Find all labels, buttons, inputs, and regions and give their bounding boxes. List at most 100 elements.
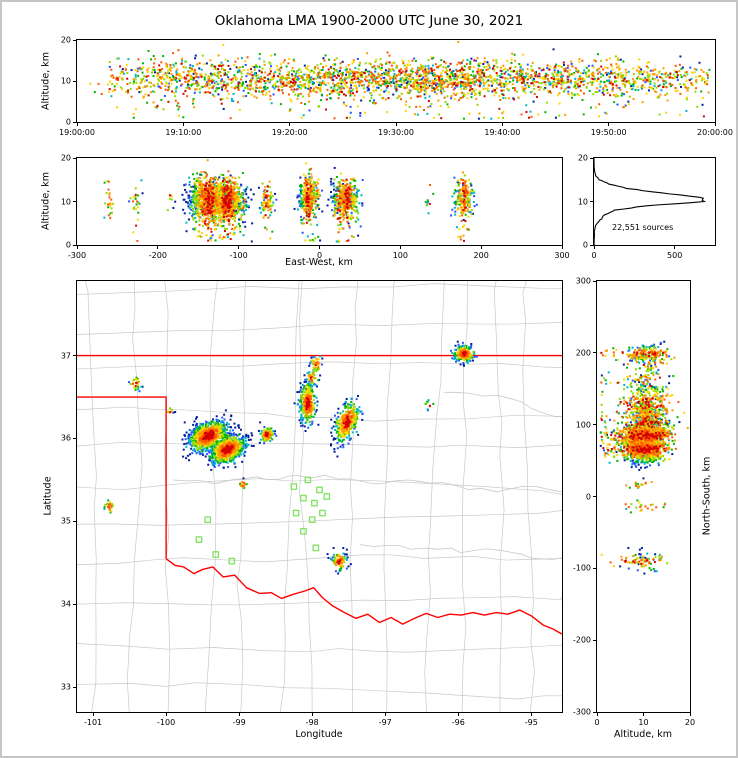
x-tick-label: 19:40:00 <box>484 128 521 137</box>
tick-mark <box>92 713 94 716</box>
panel-alt-histogram <box>593 157 716 246</box>
x-tick-label: 0 <box>316 251 323 260</box>
tick-mark <box>182 123 184 126</box>
x-tick-label: 500 <box>667 251 683 260</box>
tick-mark <box>593 424 596 426</box>
tick-mark <box>561 246 563 249</box>
panel-ew-height <box>76 157 563 246</box>
y-tick-label: 0 <box>65 240 71 250</box>
tick-mark <box>165 713 167 716</box>
panel-ns-height <box>596 280 691 713</box>
x-tick-label: 19:30:00 <box>378 128 414 137</box>
tick-mark <box>593 496 596 497</box>
tick-mark <box>593 711 596 713</box>
ew-panel-xlabel: East-West, km <box>285 257 353 268</box>
ns-panel-ylabel: North-South, km <box>701 456 713 536</box>
ns-height-canvas <box>597 281 690 712</box>
tick-mark <box>480 246 482 249</box>
tick-mark <box>501 123 503 126</box>
time-height-canvas <box>77 40 715 122</box>
tick-mark <box>319 246 320 249</box>
tick-mark <box>596 713 598 716</box>
tick-mark <box>73 80 76 82</box>
x-tick-label: -300 <box>67 251 87 260</box>
tick-mark <box>73 39 76 41</box>
map-canvas <box>77 281 562 712</box>
y-tick-label: 300 <box>575 276 591 286</box>
tick-mark <box>76 246 78 249</box>
tick-mark <box>689 713 691 716</box>
y-tick-label: 10 <box>60 197 71 206</box>
y-tick-label: 37 <box>60 351 71 361</box>
source-count-annotation: 22,551 sources <box>612 223 674 232</box>
y-tick-label: 0 <box>65 117 71 127</box>
tick-mark <box>590 157 593 159</box>
x-tick-label: -200 <box>148 251 167 260</box>
x-tick-label: 20 <box>684 718 696 727</box>
ew-height-canvas <box>77 158 562 245</box>
y-tick-label: -300 <box>572 707 591 717</box>
x-tick-label: 19:50:00 <box>590 128 627 137</box>
tick-mark <box>593 246 595 249</box>
tick-mark <box>593 567 596 569</box>
map-xlabel: Longitude <box>295 729 343 740</box>
x-tick-label: 20:00:00 <box>697 128 733 137</box>
tick-mark <box>73 520 76 522</box>
ns-panel-xlabel: Altitude, km <box>614 729 672 740</box>
tick-mark <box>643 713 644 716</box>
y-tick-label: 34 <box>60 599 71 609</box>
time-panel-ylabel: Altitude, km <box>40 52 52 110</box>
tick-mark <box>395 123 397 126</box>
tick-mark <box>238 246 240 249</box>
tick-mark <box>73 121 76 123</box>
y-tick-label: 20 <box>60 153 71 163</box>
tick-mark <box>238 713 240 716</box>
y-tick-label: 10 <box>577 197 588 206</box>
tick-mark <box>384 713 386 716</box>
x-tick-label: -95 <box>524 718 538 727</box>
x-tick-label: -101 <box>83 718 103 727</box>
tick-mark <box>73 244 76 246</box>
tick-mark <box>399 246 401 249</box>
y-tick-label: 100 <box>575 420 591 430</box>
tick-mark <box>73 157 76 159</box>
y-tick-label: 10 <box>60 76 71 86</box>
y-tick-label: 0 <box>585 492 591 501</box>
y-tick-label: 0 <box>582 240 588 250</box>
y-tick-label: 20 <box>60 35 71 45</box>
x-tick-label: 10 <box>638 718 649 727</box>
y-tick-label: 33 <box>60 682 71 692</box>
x-tick-label: -100 <box>157 718 176 727</box>
x-tick-label: 300 <box>554 251 570 260</box>
alt-histogram-canvas <box>594 158 715 245</box>
x-tick-label: -97 <box>378 718 392 727</box>
x-tick-label: -99 <box>232 718 246 727</box>
tick-mark <box>530 713 532 716</box>
x-tick-label: -98 <box>305 718 319 727</box>
y-tick-label: -100 <box>572 563 591 573</box>
tick-mark <box>593 280 596 282</box>
y-tick-label: 20 <box>577 153 588 163</box>
x-tick-label: 200 <box>473 251 489 260</box>
tick-mark <box>311 713 313 716</box>
tick-mark <box>73 437 76 439</box>
y-tick-label: -200 <box>572 635 591 645</box>
tick-mark <box>157 246 159 249</box>
tick-mark <box>590 201 593 202</box>
tick-mark <box>76 123 78 126</box>
x-tick-label: 100 <box>392 251 408 260</box>
tick-mark <box>674 246 676 249</box>
x-tick-label: 19:10:00 <box>165 128 202 137</box>
tick-mark <box>590 244 593 246</box>
tick-mark <box>593 352 596 354</box>
x-tick-label: -100 <box>229 251 248 260</box>
tick-mark <box>714 123 716 126</box>
tick-mark <box>289 123 291 126</box>
tick-mark <box>608 123 610 126</box>
x-tick-label: 0 <box>594 718 600 727</box>
tick-mark <box>457 713 459 716</box>
panel-time-height <box>76 39 716 123</box>
tick-mark <box>73 686 76 688</box>
tick-mark <box>593 639 596 641</box>
